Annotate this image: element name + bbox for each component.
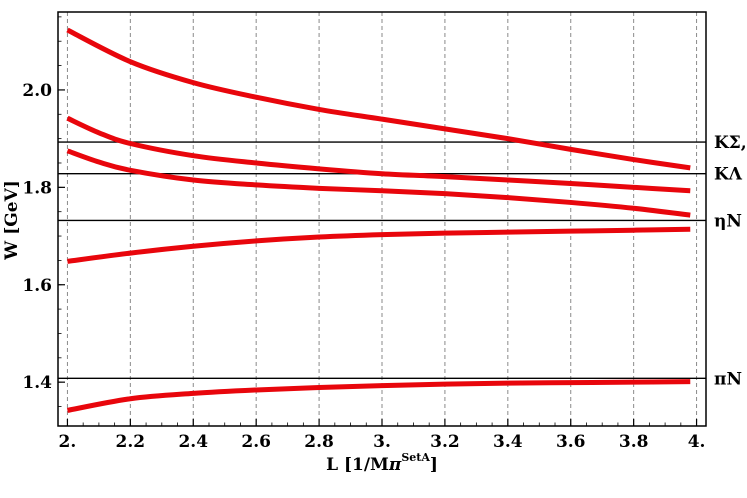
grid-lines [66,12,698,426]
x-tick-label-8: 3.6 [556,432,586,452]
x-tick-label-1: 2.2 [116,432,146,452]
threshold-label-0: KΣ, [714,133,747,153]
x-axis-title-end: ] [430,455,438,475]
x-tick-label-10: 4. [688,432,706,452]
x-axis-title-main: L [1/M [326,455,389,475]
series-line-3 [67,226,691,264]
threshold-label-2: ηN [714,211,742,231]
x-axis-title-sub: π [388,455,402,475]
threshold-label-3: πN [714,369,742,389]
y-tick-label-3: 2.0 [22,81,52,101]
data-series [66,27,691,413]
x-tick-label-3: 2.6 [241,432,271,452]
x-tick-label-5: 3. [373,432,391,452]
y-tick-label-0: 1.4 [22,373,52,393]
series-line-4 [66,379,691,413]
x-tick-label-6: 3.2 [430,432,460,452]
series-line-0 [66,27,691,171]
x-axis-title-sup: SetA [401,451,430,464]
series-line-1 [66,115,691,194]
x-tick-label-4: 2.8 [304,432,334,452]
series-line-2 [66,148,691,218]
axis-ticks: 2. 2.2 2.4 2.6 2.8 3. 3.2 3.4 3.6 3.8 4. 1.4 1.6 1.8 2… [22,16,706,452]
threshold-lines: KΣ, KΛ ηN πN [58,133,747,389]
y-axis-title: W [GeV] [2,180,22,261]
x-tick-label-0: 2. [59,432,77,452]
y-tick-label-1: 1.6 [22,276,52,296]
threshold-label-1: KΛ [714,165,743,185]
x-tick-label-7: 3.4 [493,432,523,452]
y-tick-label-2: 1.8 [22,178,52,198]
x-tick-label-2: 2.4 [178,432,208,452]
x-axis-title: L [1/MπSetA] [326,451,438,475]
x-tick-label-9: 3.8 [619,432,649,452]
